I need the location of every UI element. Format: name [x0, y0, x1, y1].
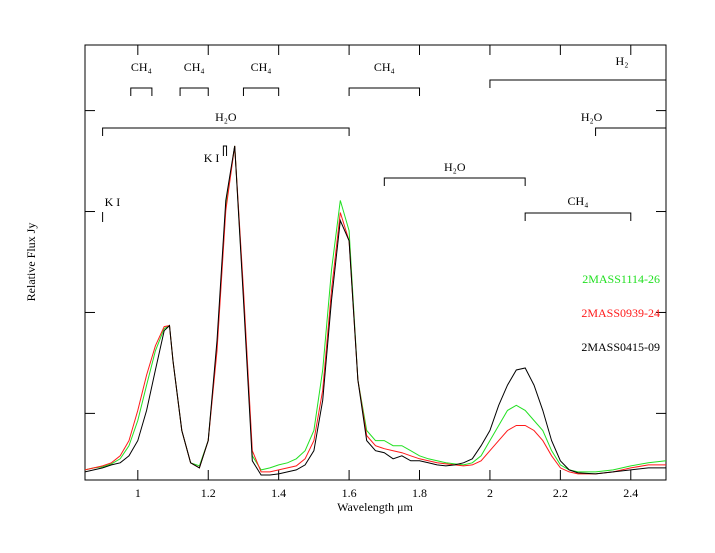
x-tick-label: 1.8 [412, 486, 427, 500]
x-tick-label: 2.2 [553, 486, 568, 500]
plot-frame [84, 44, 667, 481]
feature-bracket [130, 87, 153, 96]
feature-bracket [348, 87, 421, 96]
feature-bracket [179, 87, 209, 96]
feature-label: K I [204, 151, 220, 165]
feature-bracket [222, 145, 228, 156]
feature-label: CH₄ [184, 60, 205, 74]
feature-bracket [524, 212, 632, 221]
y-axis-label: Relative Flux Jy [24, 223, 38, 302]
x-tick-label: 1.2 [201, 486, 216, 500]
feature-bracket [595, 127, 666, 136]
feature-label: CH₄ [568, 194, 589, 208]
x-tick-label: 1.4 [271, 486, 286, 500]
feature-bracket [489, 79, 666, 88]
feature-label: H₂O [215, 110, 237, 124]
x-tick-label: 1.6 [342, 486, 357, 500]
spectrum-line [84, 145, 666, 476]
legend-entry: 2MASS0939-24 [581, 306, 660, 320]
feature-bracket [102, 127, 350, 136]
feature-label: H₂ [616, 54, 629, 68]
x-axis-label: Wavelength μm [337, 500, 413, 514]
legend-entry: 2MASS0415-09 [581, 340, 660, 354]
feature-label: CH₄ [251, 60, 272, 74]
feature-label: H₂O [581, 110, 603, 124]
feature-bracket [242, 87, 280, 96]
feature-label: K I [105, 195, 121, 209]
x-tick-label: 1 [135, 486, 141, 500]
legend-entry: 2MASS1114-26 [582, 272, 660, 286]
feature-label: H₂O [444, 160, 466, 174]
x-tick-label: 2.4 [623, 486, 638, 500]
feature-bracket [383, 177, 526, 186]
feature-label: CH₄ [374, 60, 395, 74]
feature-label: CH₄ [131, 60, 152, 74]
x-tick-label: 2 [487, 486, 493, 500]
